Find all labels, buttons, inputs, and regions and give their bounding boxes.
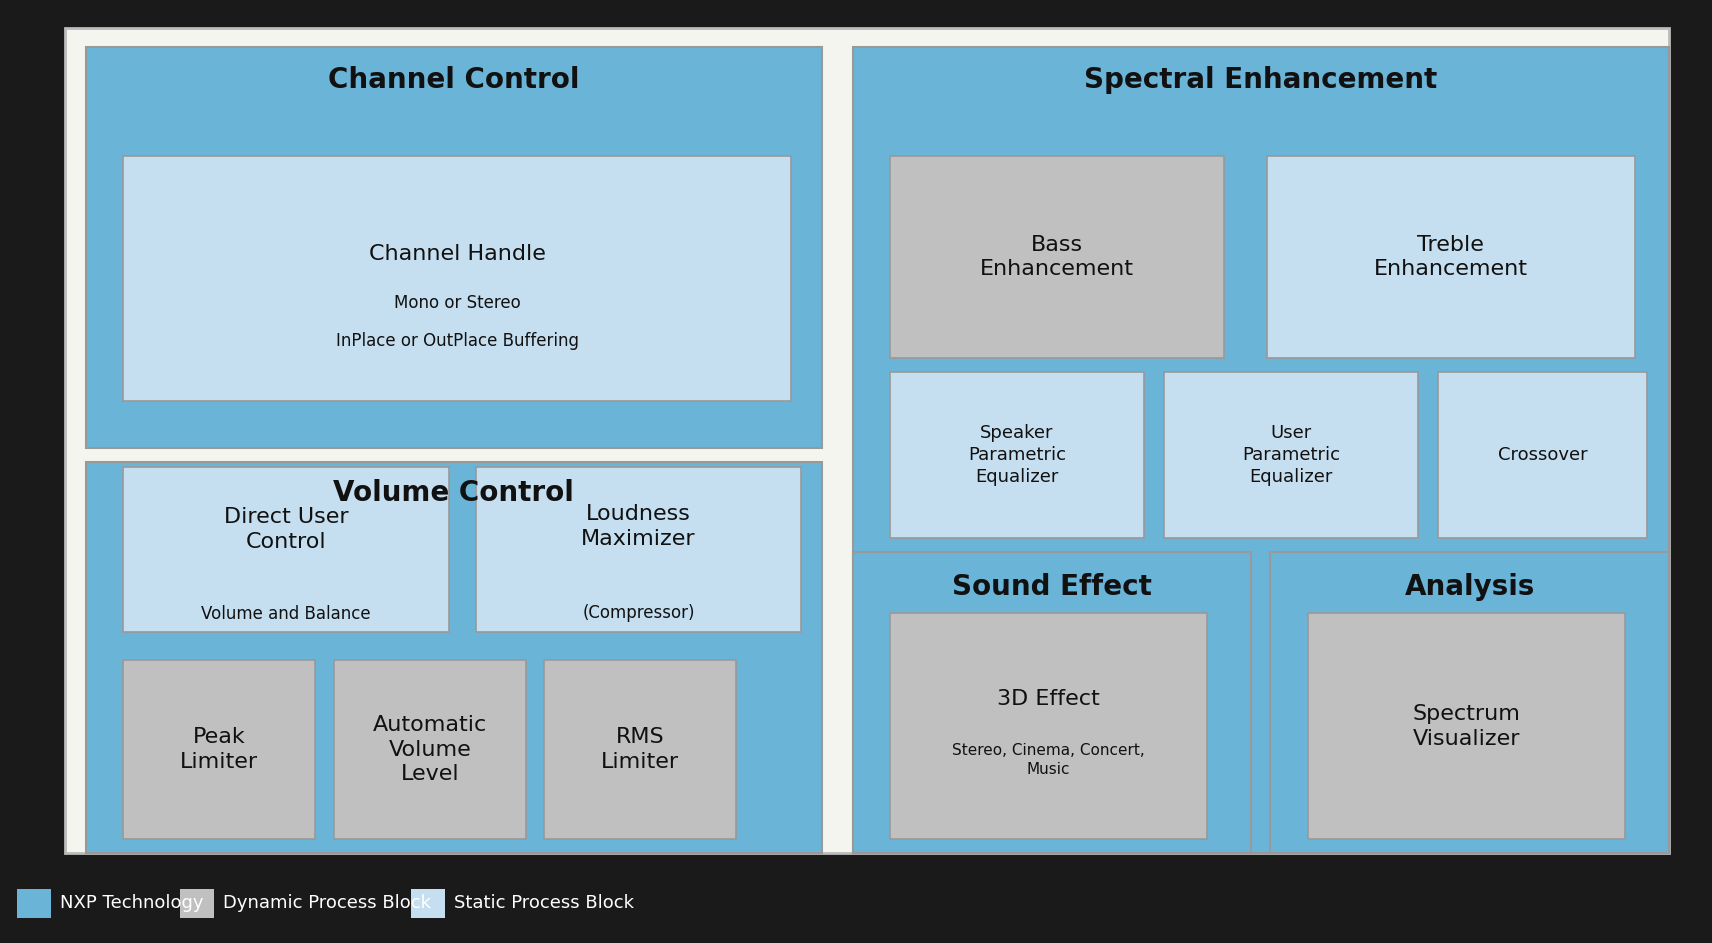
Text: Treble
Enhancement: Treble Enhancement xyxy=(1375,235,1527,279)
FancyBboxPatch shape xyxy=(411,889,445,918)
Text: Spectrum
Visualizer: Spectrum Visualizer xyxy=(1412,703,1520,749)
Text: Channel Control: Channel Control xyxy=(329,66,579,94)
Text: Sound Effect: Sound Effect xyxy=(952,573,1152,602)
Text: (Compressor): (Compressor) xyxy=(582,604,695,622)
Text: Automatic
Volume
Level: Automatic Volume Level xyxy=(373,715,486,785)
FancyBboxPatch shape xyxy=(86,462,822,853)
Text: InPlace or OutPlace Buffering: InPlace or OutPlace Buffering xyxy=(336,332,579,351)
FancyBboxPatch shape xyxy=(890,156,1224,358)
Text: Dynamic Process Block: Dynamic Process Block xyxy=(223,894,430,913)
FancyBboxPatch shape xyxy=(123,156,791,401)
FancyBboxPatch shape xyxy=(1270,552,1669,853)
Text: Spectral Enhancement: Spectral Enhancement xyxy=(1084,66,1438,94)
FancyBboxPatch shape xyxy=(17,889,51,918)
FancyBboxPatch shape xyxy=(86,47,822,448)
FancyBboxPatch shape xyxy=(123,660,315,839)
Text: Stereo, Cinema, Concert,
Music: Stereo, Cinema, Concert, Music xyxy=(952,743,1145,777)
Text: Bass
Enhancement: Bass Enhancement xyxy=(981,235,1133,279)
Text: User
Parametric
Equalizer: User Parametric Equalizer xyxy=(1241,423,1340,487)
Text: Analysis: Analysis xyxy=(1404,573,1536,602)
Text: Volume Control: Volume Control xyxy=(334,479,574,507)
FancyBboxPatch shape xyxy=(1438,372,1647,538)
FancyBboxPatch shape xyxy=(180,889,214,918)
FancyBboxPatch shape xyxy=(476,467,801,632)
Text: 3D Effect: 3D Effect xyxy=(996,689,1101,709)
Text: Peak
Limiter: Peak Limiter xyxy=(180,727,259,772)
FancyBboxPatch shape xyxy=(544,660,736,839)
Text: Mono or Stereo: Mono or Stereo xyxy=(394,293,520,312)
FancyBboxPatch shape xyxy=(853,47,1669,853)
FancyBboxPatch shape xyxy=(1267,156,1635,358)
FancyBboxPatch shape xyxy=(65,28,1669,853)
FancyBboxPatch shape xyxy=(890,613,1207,839)
Text: NXP Technology: NXP Technology xyxy=(60,894,204,913)
Text: Loudness
Maximizer: Loudness Maximizer xyxy=(582,504,695,549)
FancyBboxPatch shape xyxy=(853,552,1251,853)
Text: Direct User
Control: Direct User Control xyxy=(224,507,348,552)
FancyBboxPatch shape xyxy=(123,467,449,632)
Text: Speaker
Parametric
Equalizer: Speaker Parametric Equalizer xyxy=(967,423,1067,487)
FancyBboxPatch shape xyxy=(1164,372,1418,538)
FancyBboxPatch shape xyxy=(1308,613,1625,839)
FancyBboxPatch shape xyxy=(890,372,1144,538)
Text: Volume and Balance: Volume and Balance xyxy=(200,605,372,623)
Text: Static Process Block: Static Process Block xyxy=(454,894,633,913)
Text: Crossover: Crossover xyxy=(1498,446,1587,464)
Text: RMS
Limiter: RMS Limiter xyxy=(601,727,680,772)
FancyBboxPatch shape xyxy=(334,660,526,839)
Text: Channel Handle: Channel Handle xyxy=(368,243,546,264)
